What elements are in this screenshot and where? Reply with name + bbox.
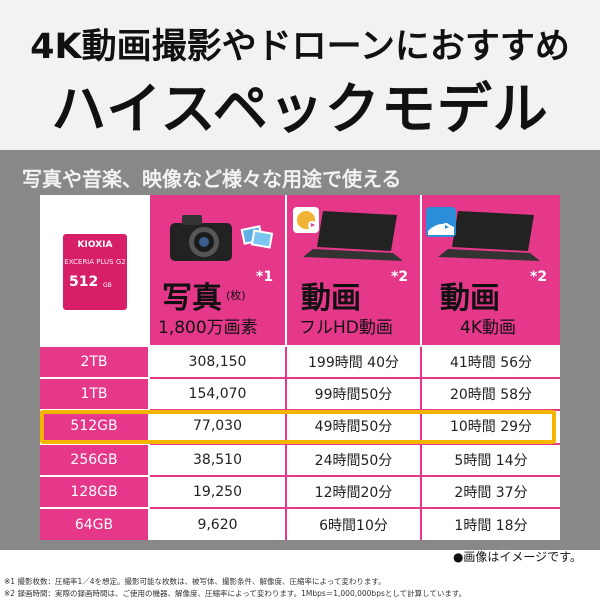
row-capacity: 1TB: [40, 379, 148, 409]
row-fullhd: 99時間50分: [314, 387, 393, 403]
uhd-label: 4K動画: [460, 318, 516, 338]
row-fullhd: 6時間10分: [319, 517, 388, 534]
row-photos: 77,030: [193, 418, 242, 434]
row-fullhd: 49時間50分: [314, 419, 393, 435]
sd-card-image: KIOXIA EXCERIA PLUS G2 512 GB: [62, 233, 128, 311]
row-uhd4k: 2時間 37分: [454, 485, 528, 501]
row-fullhd: 24時間50分: [314, 453, 393, 469]
usage-subtitle: 写真や音楽、映像など様々な用途で使える: [22, 167, 402, 191]
row-photos: 154,070: [188, 386, 247, 402]
footnote-2: ※2 録画時間：実際の録画時間は、ご使用の機器、解像度、圧縮率によって変わります…: [4, 589, 467, 598]
row-fullhd: 199時間 40分: [308, 355, 399, 371]
headline-top: 4K動画撮影やドローンにおすすめ: [30, 27, 570, 67]
uhd-footnote-mark: *2: [530, 269, 548, 285]
photos-title: 写真: [162, 281, 222, 316]
fullhd-footnote-mark: *2: [391, 269, 409, 285]
row-uhd4k: 41時間 56分: [449, 355, 533, 371]
grid-line: [150, 443, 560, 445]
row-photos: 308,150: [188, 354, 247, 370]
card-header-cell: KIOXIA EXCERIA PLUS G2 512 GB: [40, 195, 148, 345]
grid-line: [150, 475, 560, 477]
column-header-fullhd: 動画 *2 フルHD動画: [287, 195, 420, 345]
grid-line: [40, 475, 148, 477]
row-capacity: 128GB: [40, 477, 148, 507]
row-capacity: 512GB: [40, 411, 148, 441]
row-uhd4k: 10時間 29分: [449, 419, 533, 435]
laptop-dance-video-icon: [293, 207, 403, 261]
card-series: EXCERIA PLUS G2: [64, 258, 126, 266]
grid-line: [40, 507, 148, 509]
grid-line: [150, 507, 560, 509]
highlight-512gb-row: [40, 410, 556, 444]
row-capacity: 64GB: [40, 509, 148, 540]
row-photos: 19,250: [193, 484, 242, 500]
card-capacity: 512: [69, 274, 99, 290]
header-banner: 4K動画撮影やドローンにおすすめ ハイスペックモデル: [0, 0, 600, 150]
column-header-4k: 動画 *2 4K動画: [422, 195, 560, 345]
laptop-surf-video-icon: [426, 207, 540, 261]
row-capacity: 2TB: [40, 347, 148, 377]
row-capacity: 256GB: [40, 445, 148, 475]
row-photos: 9,620: [197, 516, 238, 533]
card-unit: GB: [103, 282, 112, 289]
card-brand: KIOXIA: [77, 240, 113, 250]
column-header-photos: 写真 (枚) *1 1,800万画素: [150, 195, 285, 345]
grid-line: [40, 377, 148, 379]
photo-prints-icon: [240, 225, 274, 249]
headline-main: ハイスペックモデル: [51, 77, 549, 141]
grid-line: [150, 377, 560, 379]
capacity-table: KIOXIA EXCERIA PLUS G2 512 GB 写真 (枚) *1 …: [40, 195, 560, 540]
footnote-1: ※1 撮影枚数：圧縮率1／4を想定。撮影可能な枚数は、被写体、撮影条件、解像度、…: [4, 577, 386, 586]
image-disclaimer: ●画像はイメージです。: [452, 550, 582, 564]
row-uhd4k: 5時間 14分: [454, 453, 528, 469]
fullhd-label: フルHD動画: [299, 318, 393, 338]
camera-icon: [170, 215, 232, 261]
photos-unit-note: (枚): [226, 289, 246, 302]
row-photos: 38,510: [193, 452, 242, 468]
fullhd-title: 動画: [301, 281, 361, 316]
photos-resolution: 1,800万画素: [158, 318, 258, 338]
grid-line: [40, 443, 148, 445]
row-uhd4k: 20時間 58分: [449, 387, 533, 403]
row-uhd4k: 1時間 18分: [454, 517, 528, 534]
uhd-title: 動画: [440, 281, 500, 316]
row-fullhd: 12時間20分: [314, 485, 393, 501]
photos-footnote-mark: *1: [256, 269, 274, 285]
